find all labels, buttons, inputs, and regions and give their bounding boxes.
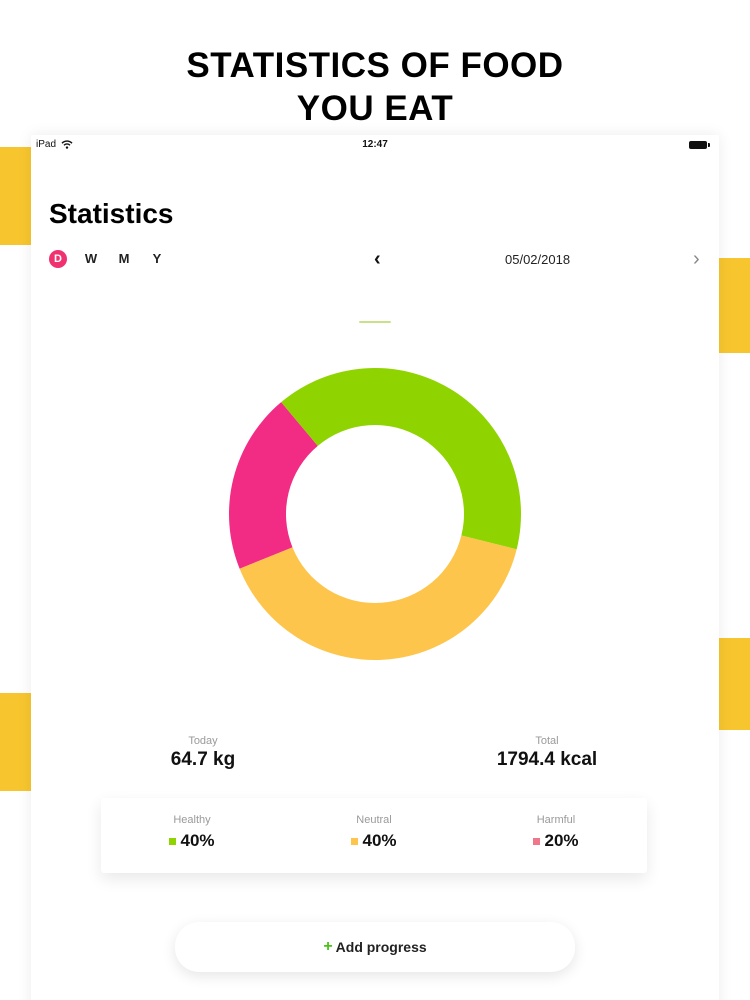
- harmful-slice: [229, 402, 318, 569]
- ipad-screen: iPad 12:47 Statistics D W M Y ‹ 05/02/20…: [31, 135, 719, 1000]
- period-week[interactable]: W: [84, 251, 98, 266]
- harmful-color-swatch: [533, 837, 541, 845]
- page-title: Statistics: [49, 198, 174, 229]
- chevron-right-icon[interactable]: ›: [693, 248, 700, 270]
- category-breakdown-card: Healthy 40% Neutral 40% Harmful 20%: [101, 798, 647, 873]
- harmful-label: Harmful: [536, 814, 576, 826]
- period-day[interactable]: D: [49, 250, 67, 268]
- battery-icon: [689, 141, 710, 149]
- promo-headline: STATISTICS OF FOOD YOU EAT: [0, 44, 750, 130]
- period-selector: D W M Y: [49, 250, 166, 268]
- headline-line-1: STATISTICS OF FOOD: [186, 46, 564, 85]
- wifi-icon: [61, 140, 73, 149]
- total-label: Total: [535, 735, 559, 747]
- status-bar: iPad 12:47: [31, 135, 719, 155]
- today-weight: Today 64.7 kg: [103, 735, 303, 771]
- harmful-stat: Harmful 20%: [496, 814, 616, 851]
- neutral-slice: [239, 535, 517, 660]
- neutral-label: Neutral: [356, 814, 392, 826]
- chevron-left-icon[interactable]: ‹: [374, 248, 381, 270]
- neutral-percent: 40%: [362, 831, 397, 850]
- today-value: 64.7 kg: [170, 749, 236, 770]
- healthy-slice: [281, 368, 521, 550]
- status-left: iPad: [36, 139, 73, 150]
- add-progress-button[interactable]: + Add progress: [175, 922, 575, 972]
- period-year[interactable]: Y: [152, 251, 162, 266]
- harmful-percent: 20%: [544, 831, 579, 850]
- period-month[interactable]: M: [118, 251, 130, 266]
- divider-line: [359, 321, 391, 323]
- healthy-label: Healthy: [173, 814, 211, 826]
- healthy-stat: Healthy 40%: [132, 814, 252, 851]
- plus-icon: +: [323, 938, 333, 955]
- food-donut-chart: [229, 368, 521, 660]
- current-date: 05/02/2018: [505, 252, 571, 267]
- healthy-percent: 40%: [180, 831, 215, 850]
- neutral-stat: Neutral 40%: [314, 814, 434, 851]
- status-time: 12:47: [362, 139, 388, 150]
- total-value: 1794.4 kcal: [496, 749, 598, 770]
- healthy-color-swatch: [169, 837, 177, 845]
- device-name: iPad: [36, 139, 57, 150]
- total-calories: Total 1794.4 kcal: [447, 735, 647, 771]
- headline-line-2: YOU EAT: [296, 89, 454, 128]
- add-progress-label: Add progress: [335, 939, 427, 955]
- neutral-color-swatch: [351, 837, 359, 845]
- today-label: Today: [188, 735, 218, 747]
